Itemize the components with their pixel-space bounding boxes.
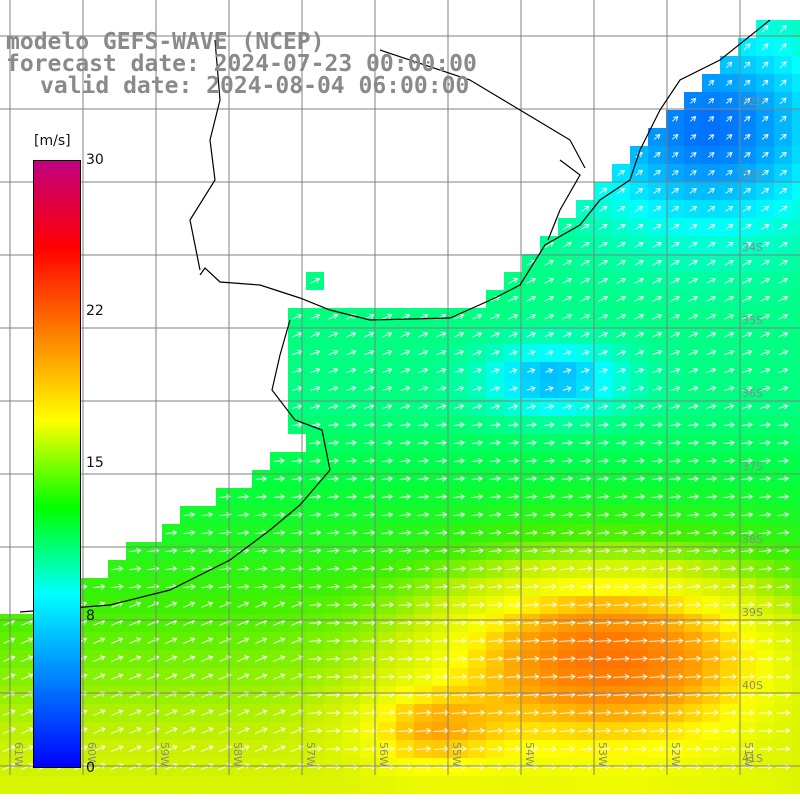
graticule	[0, 0, 800, 775]
lat-label: 39S	[742, 606, 763, 619]
lon-label: 60W	[85, 742, 98, 767]
lon-label: 57W	[304, 742, 317, 767]
lon-label: 59W	[158, 742, 171, 767]
lon-label: 56W	[377, 742, 390, 767]
lat-label: 41S	[742, 752, 763, 765]
colorbar-tick-22: 22	[86, 303, 104, 319]
forecast-date: forecast date: 2024-07-23 00:00:00	[6, 51, 477, 77]
lon-label: 55W	[450, 742, 463, 767]
colorbar-tick-8: 8	[86, 608, 95, 624]
colorbar-gradient	[33, 160, 81, 768]
colorbar-tick-30: 30	[86, 152, 104, 168]
lon-label: 61W	[12, 742, 25, 767]
lat-label: 33S	[742, 168, 763, 181]
lon-label: 51W	[742, 742, 755, 767]
lat-label: 34S	[742, 241, 763, 254]
lat-label: 36S	[742, 387, 763, 400]
lat-label: 35S	[742, 314, 763, 327]
colorbar-tick-15: 15	[86, 455, 104, 471]
lon-label: 54W	[523, 742, 536, 767]
lat-label: 40S	[742, 679, 763, 692]
lon-label: 58W	[231, 742, 244, 767]
coastline	[19, 19, 771, 613]
colorbar-tick-0: 0	[86, 760, 95, 776]
lat-label: 38S	[742, 533, 763, 546]
valid-date: valid date: 2024-08-04 06:00:00	[40, 73, 470, 99]
lon-label: 52W	[669, 742, 682, 767]
lon-label: 53W	[596, 742, 609, 767]
model-title: modelo GEFS-WAVE (NCEP)	[6, 29, 325, 55]
lat-label: 37S	[742, 460, 763, 473]
colorbar-units: [m/s]	[34, 133, 71, 149]
lat-label: 32S	[742, 95, 763, 108]
